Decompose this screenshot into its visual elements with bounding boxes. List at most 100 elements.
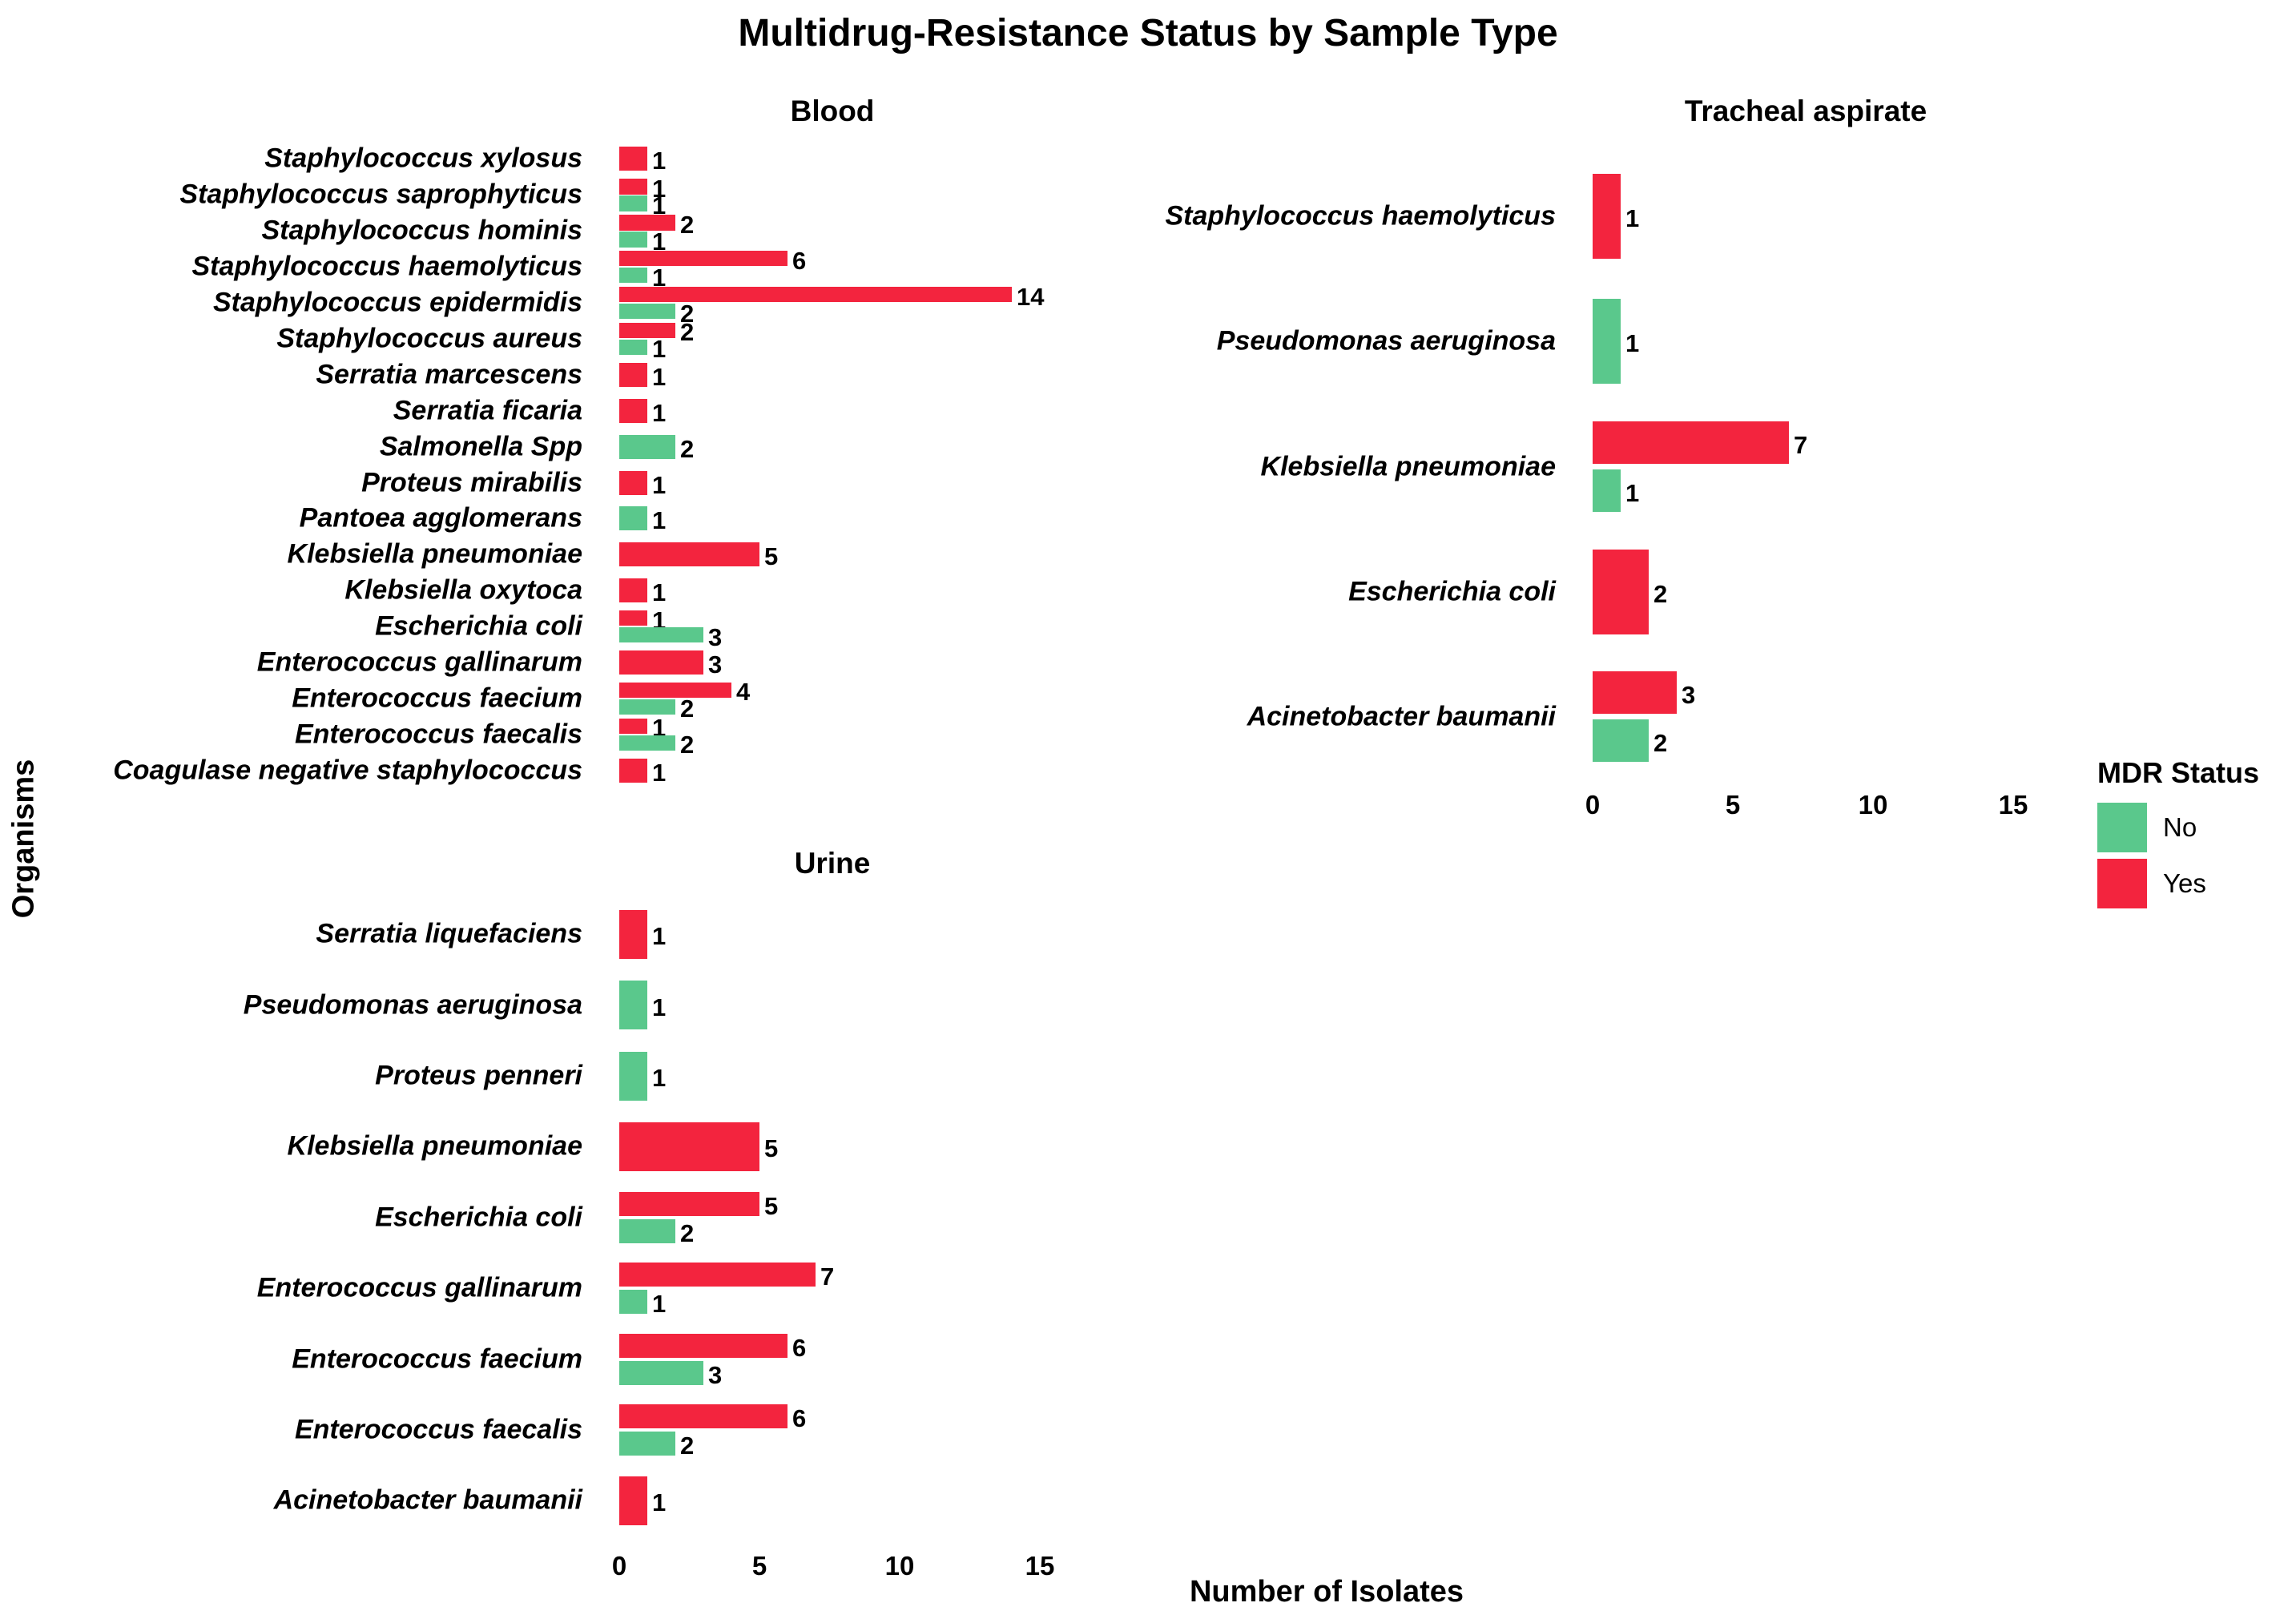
bar-value-label: 2 [680, 434, 695, 463]
organism-label-serratia-ficaria: Serratia ficaria [393, 395, 582, 426]
organism-label-enterococcus-faecalis: Enterococcus faecalis [294, 1414, 582, 1445]
bar-no [619, 1360, 703, 1385]
bar-value-label: 5 [764, 542, 779, 571]
bar-value-label: 1 [652, 578, 667, 607]
bar-yes [619, 398, 647, 423]
organism-label-pseudomonas-aeruginosa: Pseudomonas aeruginosa [1216, 325, 1556, 356]
bar-value-label: 2 [680, 1218, 695, 1247]
bar-value-label: 3 [708, 650, 723, 679]
bar-value-label: 1 [1625, 329, 1640, 358]
bar-value-label: 2 [680, 695, 695, 723]
legend-swatch-no [2097, 803, 2147, 852]
organism-label-acinetobacter-baumanii: Acinetobacter baumanii [273, 1484, 582, 1516]
x-tick-label: 5 [751, 1551, 767, 1581]
bar-yes [619, 718, 647, 735]
chart-title: Multidrug-Resistance Status by Sample Ty… [738, 12, 1558, 54]
bar-yes [619, 1191, 759, 1216]
bar-value-label: 1 [652, 758, 667, 787]
legend-item-yes: Yes [2097, 859, 2259, 908]
x-tick-label: 10 [1858, 790, 1888, 820]
bar-yes [1593, 421, 1789, 464]
bar-value-label: 2 [1654, 728, 1668, 757]
bar-value-label: 14 [1017, 282, 1045, 311]
bar-value-label: 1 [1625, 204, 1640, 233]
x-tick-label: 0 [1585, 790, 1601, 820]
organism-label-staphylococcus-xylosus: Staphylococcus xylosus [264, 143, 582, 174]
organism-label-escherichia-coli: Escherichia coli [375, 1202, 582, 1233]
bar-value-label: 1 [652, 263, 667, 292]
bar-no [619, 303, 675, 320]
bar-value-label: 1 [652, 174, 667, 203]
bar-value-label: 1 [652, 1290, 667, 1319]
bar-value-label: 1 [652, 993, 667, 1021]
organism-label-enterococcus-faecalis: Enterococcus faecalis [294, 719, 582, 750]
bar-value-label: 5 [764, 1134, 779, 1163]
bar-value-label: 1 [652, 362, 667, 391]
bar-yes [619, 215, 675, 231]
bar-value-label: 6 [792, 246, 807, 275]
bar-value-label: 3 [1682, 680, 1696, 709]
bar-yes [619, 650, 703, 675]
organism-label-staphylococcus-haemolyticus: Staphylococcus haemolyticus [191, 251, 583, 282]
organism-label-salmonella-spp: Salmonella Spp [379, 431, 582, 462]
bar-value-label: 2 [1654, 579, 1668, 608]
bar-yes [1593, 549, 1649, 634]
bar-no [619, 626, 703, 643]
bar-value-label: 4 [736, 678, 751, 707]
x-tick-label: 15 [1998, 790, 2028, 820]
organism-label-escherichia-coli: Escherichia coli [1348, 576, 1556, 607]
organism-label-serratia-marcescens: Serratia marcescens [316, 359, 582, 390]
bar-yes [619, 1404, 787, 1428]
organism-label-pseudomonas-aeruginosa: Pseudomonas aeruginosa [243, 989, 582, 1021]
legend-item-no: No [2097, 803, 2259, 852]
bar-value-label: 6 [792, 1404, 807, 1432]
bar-value-label: 1 [652, 1064, 667, 1092]
legend-label-yes: Yes [2163, 868, 2206, 898]
bar-value-label: 2 [680, 210, 695, 239]
x-tick-label: 0 [611, 1551, 627, 1581]
organism-label-escherichia-coli: Escherichia coli [375, 610, 582, 642]
bar-value-label: 1 [652, 335, 667, 364]
bar-yes [619, 682, 731, 699]
bar-no [619, 1051, 647, 1101]
bar-no [619, 506, 647, 531]
bar-yes [619, 147, 647, 171]
bar-yes [619, 322, 675, 339]
bar-no [1593, 469, 1621, 512]
bar-value-label: 1 [652, 506, 667, 535]
organism-label-klebsiella-oxytoca: Klebsiella oxytoca [344, 574, 582, 606]
bar-no [619, 267, 647, 284]
bar-yes [619, 1476, 647, 1525]
bar-yes [619, 250, 787, 267]
organism-label-staphylococcus-hominis: Staphylococcus hominis [261, 215, 582, 246]
organism-label-acinetobacter-baumanii: Acinetobacter baumanii [1247, 701, 1556, 732]
bar-no [1593, 299, 1621, 385]
bar-yes [619, 758, 647, 783]
bar-no [619, 1290, 647, 1315]
organism-label-staphylococcus-aureus: Staphylococcus aureus [276, 323, 582, 354]
organism-label-klebsiella-pneumoniae: Klebsiella pneumoniae [287, 1130, 582, 1162]
organism-label-proteus-mirabilis: Proteus mirabilis [361, 467, 582, 498]
bar-yes [619, 542, 759, 567]
bar-value-label: 3 [708, 622, 723, 651]
x-tick-label: 5 [1725, 790, 1741, 820]
bar-value-label: 7 [820, 1263, 835, 1291]
bar-value-label: 1 [652, 470, 667, 499]
bar-value-label: 1 [652, 147, 667, 175]
organism-label-enterococcus-gallinarum: Enterococcus gallinarum [256, 1272, 582, 1303]
bar-no [1593, 719, 1649, 763]
bar-value-label: 3 [708, 1360, 723, 1389]
bar-no [619, 699, 675, 715]
bar-value-label: 1 [652, 398, 667, 427]
organism-label-enterococcus-gallinarum: Enterococcus gallinarum [256, 646, 582, 678]
organism-label-klebsiella-pneumoniae: Klebsiella pneumoniae [287, 538, 582, 570]
bar-yes [619, 1263, 816, 1287]
organism-label-klebsiella-pneumoniae: Klebsiella pneumoniae [1260, 451, 1556, 481]
bar-yes [619, 1122, 759, 1171]
organism-label-coagulase-negative-staphylococcus: Coagulase negative staphylococcus [113, 755, 582, 786]
facet-title-tracheal-aspirate: Tracheal aspirate [1684, 95, 1927, 127]
organism-label-serratia-liquefaciens: Serratia liquefaciens [316, 918, 582, 949]
bar-yes [619, 909, 647, 959]
bar-value-label: 1 [652, 227, 667, 256]
organism-label-enterococcus-faecium: Enterococcus faecium [292, 683, 582, 714]
